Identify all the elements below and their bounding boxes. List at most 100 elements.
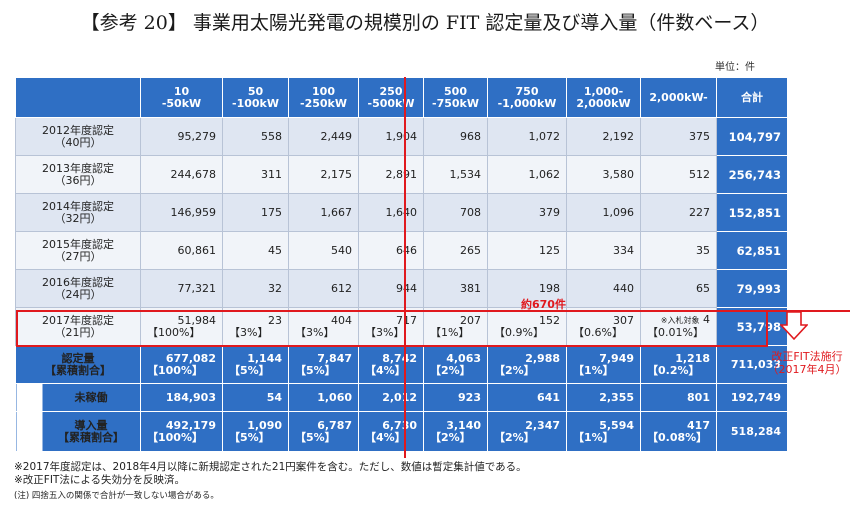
value-cell: 7,949 【1%】: [566, 345, 641, 384]
value-cell: 708: [423, 193, 488, 232]
total-cell: 711,033: [716, 345, 788, 384]
value-cell: 334: [566, 231, 641, 270]
value-cell: 558: [222, 117, 289, 156]
value-cell: 311: [222, 155, 289, 194]
fy2017-highlight-box: [16, 310, 768, 347]
header-blank: [15, 77, 141, 118]
value-cell: 1,096: [566, 193, 641, 232]
value-cell: 6,730 【4%】: [358, 411, 424, 452]
value-cell: 1,218 【0.2%】: [640, 345, 717, 384]
value-cell: 641: [487, 383, 567, 412]
footnote-3: (注) 四捨五入の関係で合計が一致しない場合がある。: [14, 491, 219, 501]
header-100-250kw: 100 -250kW: [288, 77, 359, 118]
value-cell: 23 【3%】: [222, 307, 289, 346]
value-cell: 198: [487, 269, 567, 308]
value-cell: 146,959: [140, 193, 223, 232]
fit-revision-divider-line: [404, 77, 406, 458]
header-1000-2000kw: 1,000- 2,000kW: [566, 77, 641, 118]
value-cell: 1,062: [487, 155, 567, 194]
approx-670-label: 約670件: [521, 298, 566, 311]
value-cell: 381: [423, 269, 488, 308]
value-cell: 612: [288, 269, 359, 308]
value-cell: 944: [358, 269, 424, 308]
value-cell: 1,640: [358, 193, 424, 232]
value-cell: 77,321: [140, 269, 223, 308]
value-cell: 1,667: [288, 193, 359, 232]
value-cell: 2,891: [358, 155, 424, 194]
value-cell: 51,984 【100%】: [140, 307, 223, 346]
value-cell: 1,904: [358, 117, 424, 156]
introduced-row: 導入量 【累積割合】 492,179 【100%】 1,090 【5%】 6,787 【5%】…: [15, 411, 788, 452]
value-cell: 968: [423, 117, 488, 156]
value-cell: 512: [640, 155, 717, 194]
value-cell: 60,861: [140, 231, 223, 270]
value-cell: 2,449: [288, 117, 359, 156]
row-label: 2014年度認定 （32円）: [15, 193, 141, 232]
fit-revision-annotation: 改正FIT法施行 （2017年4月）: [767, 350, 847, 376]
value-cell: 125: [487, 231, 567, 270]
header-50-100kw: 50 -100kW: [222, 77, 289, 118]
value-cell: 677,082 【100%】: [140, 345, 223, 384]
row-label: 導入量 【累積割合】: [15, 411, 141, 452]
value-cell: 2,988 【2%】: [487, 345, 567, 384]
value-cell: 417 【0.08%】: [640, 411, 717, 452]
value-cell: 2,012: [358, 383, 424, 412]
page-title: 【参考 20】 事業用太陽光発電の規模別の FIT 認定量及び導入量（件数ベース…: [80, 12, 770, 34]
value-cell: 1,060: [288, 383, 359, 412]
value-cell: 646: [358, 231, 424, 270]
value-cell: 7,847 【5%】: [288, 345, 359, 384]
down-arrow-icon: [780, 311, 808, 341]
total-cell: 104,797: [716, 117, 788, 156]
row-label: 2013年度認定 （36円）: [15, 155, 141, 194]
row-label: 2015年度認定 （27円）: [15, 231, 141, 270]
total-cell: 62,851: [716, 231, 788, 270]
total-cell: 518,284: [716, 411, 788, 452]
highlight-extension-line: [768, 310, 850, 312]
value-cell: 32: [222, 269, 289, 308]
value-cell: 6,787 【5%】: [288, 411, 359, 452]
value-cell: 244,678: [140, 155, 223, 194]
footnotes: ※2017年度認定は、2018年4月以降に新規認定された21円案件を含む。ただし…: [14, 461, 527, 503]
unit-label: 単位：件: [715, 62, 755, 73]
total-cell: 53,798: [716, 307, 788, 346]
value-cell: 175: [222, 193, 289, 232]
value-cell: 2,175: [288, 155, 359, 194]
total-cell: 79,993: [716, 269, 788, 308]
value-cell: 95,279: [140, 117, 223, 156]
value-cell: 4,063 【2%】: [423, 345, 488, 384]
header-total: 合計: [716, 77, 788, 118]
table-row: 2015年度認定 （27円） 60,861 45 540 646 265 125 334 35 62…: [15, 231, 788, 270]
footnote-2: ※改正FIT法による失効分を反映済。: [14, 474, 186, 486]
value-cell: 2,355: [566, 383, 641, 412]
header-500-750kw: 500 -750kW: [423, 77, 488, 118]
value-cell: 3,580: [566, 155, 641, 194]
value-cell: 923: [423, 383, 488, 412]
table-row-2017: 2017年度認定 （21円） 51,984 【100%】 23 【3%】 404 【3%】 71…: [15, 307, 788, 346]
header-10-50kw: 10 -50kW: [140, 77, 223, 118]
value-cell: 1,534: [423, 155, 488, 194]
value-cell: 2,192: [566, 117, 641, 156]
value-cell: 1,144 【5%】: [222, 345, 289, 384]
value-cell: 375: [640, 117, 717, 156]
row-label: 2012年度認定 （40円）: [15, 117, 141, 156]
value-cell: 2,347 【2%】: [487, 411, 567, 452]
total-cell: 152,851: [716, 193, 788, 232]
value-cell: 440: [566, 269, 641, 308]
value-cell: 1,072: [487, 117, 567, 156]
value-cell: 492,179 【100%】: [140, 411, 223, 452]
header-750-1000kw: 750 -1,000kW: [487, 77, 567, 118]
value-cell: 184,903: [140, 383, 223, 412]
value-cell: 5,594 【1%】: [566, 411, 641, 452]
value-cell: 65: [640, 269, 717, 308]
cumulative-row: 認定量 【累積割合】 677,082 【100%】 1,144 【5%】 7,847 【5%】…: [15, 345, 788, 384]
value-cell: 379: [487, 193, 567, 232]
header-row: 10 -50kW 50 -100kW 100 -250kW 250 -500kW 500…: [15, 77, 788, 118]
total-cell: 256,743: [716, 155, 788, 194]
table-row: 2013年度認定 （36円） 244,678 311 2,175 2,891 1,534 1,…: [15, 155, 788, 194]
total-cell: 192,749: [716, 383, 788, 412]
bid-note: ※入札対象: [660, 316, 700, 325]
table-row: 2012年度認定 （40円） 95,279 558 2,449 1,904 968 1,072…: [15, 117, 788, 156]
value-cell: 54: [222, 383, 289, 412]
value-cell: 540: [288, 231, 359, 270]
value-cell: 1,090 【5%】: [222, 411, 289, 452]
